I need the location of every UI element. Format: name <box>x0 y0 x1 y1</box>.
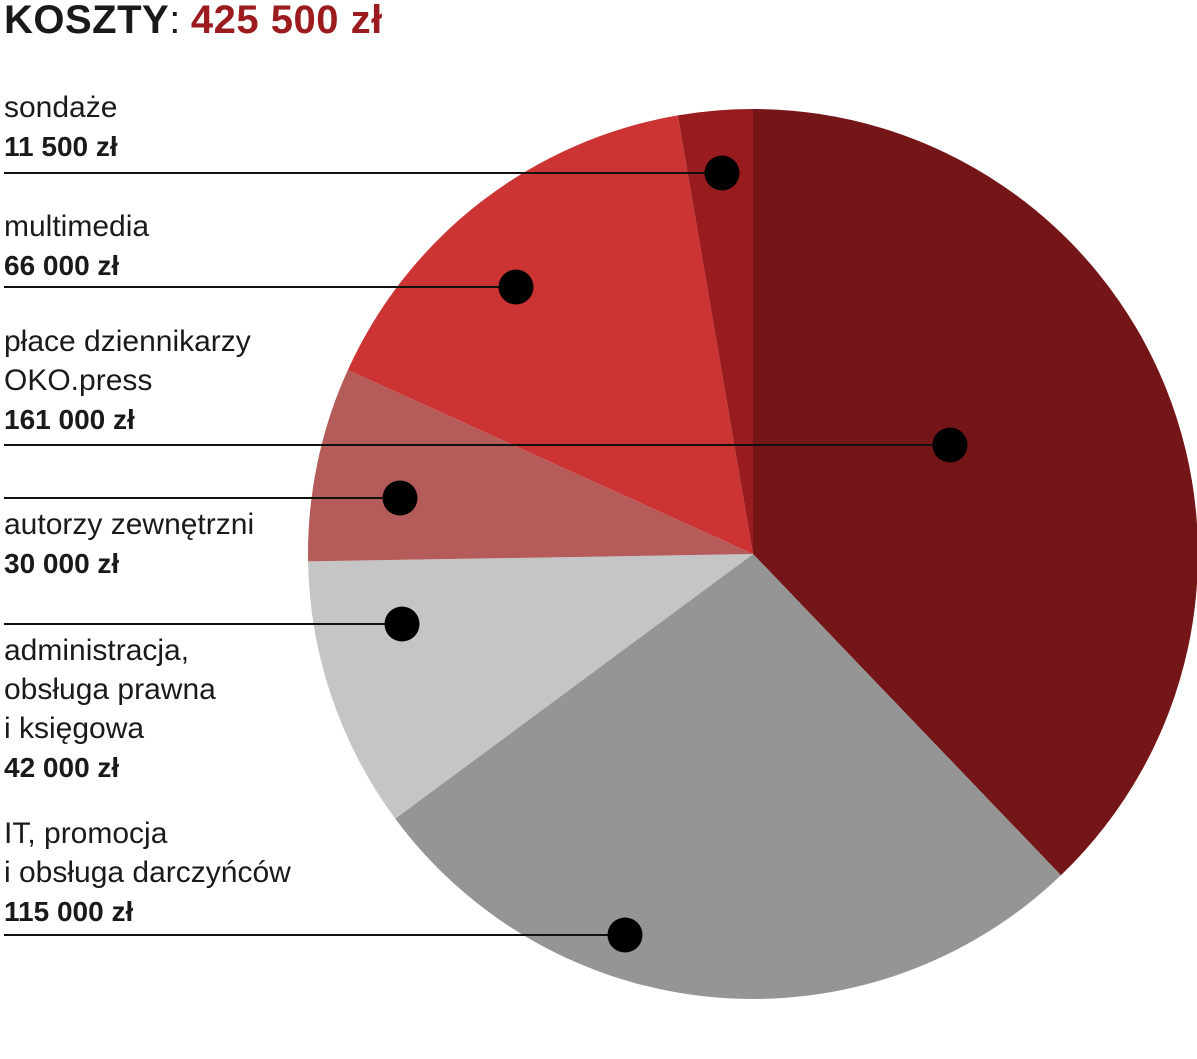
label-it-value: 115 000 zł <box>4 896 134 927</box>
label-it-line: IT, promocja <box>4 817 168 850</box>
slice-marker-autorzy <box>382 480 418 516</box>
slice-marker-admin <box>384 606 420 642</box>
title-separator: : <box>169 0 181 42</box>
label-autorzy-value: 30 000 zł <box>4 548 120 579</box>
leader-lines <box>4 172 950 936</box>
slice-marker-multimedia <box>498 269 534 305</box>
label-admin-line: i księgowa <box>4 712 145 745</box>
label-sondaze-line: sondaże <box>4 91 118 124</box>
chart-title: KOSZTY: 425 500 zł <box>4 0 383 42</box>
pie-slice-autorzy <box>307 369 753 562</box>
label-autorzy-line: autorzy zewnętrzni <box>4 508 255 541</box>
label-multimedia: multimedia 66 000 zł <box>4 207 364 285</box>
pie-slice-place <box>753 109 1197 876</box>
pie-slice-sondaze <box>677 109 753 554</box>
label-it-line: i obsługa darczyńców <box>4 856 291 889</box>
label-multimedia-value: 66 000 zł <box>4 250 120 281</box>
pie-slice-admin <box>308 554 753 819</box>
label-admin-line: administracja, <box>4 634 190 667</box>
slice-marker-place <box>932 427 968 463</box>
title-label: KOSZTY <box>4 0 170 42</box>
slice-marker-sondaze <box>704 155 740 191</box>
pie-slices <box>307 109 1197 999</box>
label-multimedia-line: multimedia <box>4 210 150 243</box>
label-admin-line: obsługa prawna <box>4 673 216 706</box>
title-total-value: 425 500 zł <box>190 0 383 42</box>
label-place-line: OKO.press <box>4 364 153 397</box>
label-place-value: 161 000 zł <box>4 404 135 435</box>
label-place: płace dziennikarzy OKO.press 161 000 zł <box>4 322 364 439</box>
slice-marker-it <box>607 917 643 953</box>
label-sondaze: sondaże 11 500 zł <box>4 88 364 166</box>
label-place-line: płace dziennikarzy <box>4 325 251 358</box>
label-autorzy: autorzy zewnętrzni 30 000 zł <box>4 505 364 583</box>
label-admin-value: 42 000 zł <box>4 752 120 783</box>
pie-slice-it <box>395 554 1061 999</box>
slice-markers <box>382 155 968 953</box>
label-admin: administracja, obsługa prawna i księgowa 42… <box>4 631 364 787</box>
label-it: IT, promocja i obsługa darczyńców 115 000 … <box>4 814 364 931</box>
label-sondaze-value: 11 500 zł <box>4 131 118 162</box>
